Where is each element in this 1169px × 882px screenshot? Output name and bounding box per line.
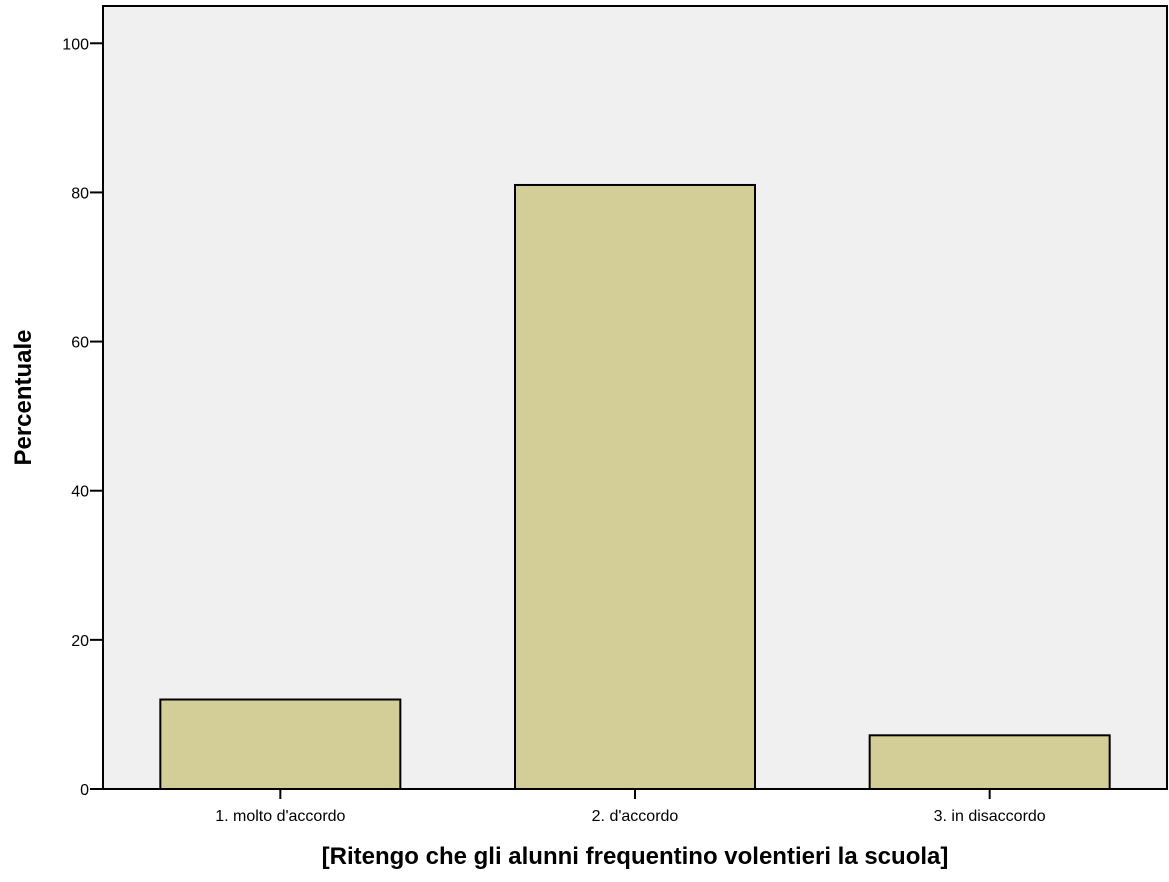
x-tick-label: 3. in disaccordo — [934, 808, 1046, 825]
y-tick-label: 80 — [71, 185, 89, 202]
x-axis: 1. molto d'accordo 2. d'accordo 3. in disa… — [215, 789, 1046, 825]
x-tick-label: 1. molto d'accordo — [215, 808, 345, 825]
y-tick-label: 20 — [71, 633, 89, 650]
y-axis-title: Percentuale — [10, 329, 37, 465]
bar-1 — [159, 698, 402, 790]
y-tick-label: 0 — [80, 782, 89, 799]
bars-group — [159, 183, 1111, 791]
y-tick-label: 100 — [62, 36, 89, 53]
bar-3 — [868, 734, 1111, 791]
y-tick-label: 60 — [71, 335, 89, 352]
y-tick-label: 40 — [71, 484, 89, 501]
y-axis: 0 20 40 60 80 100 — [62, 36, 103, 799]
x-axis-title: [Ritengo che gli alunni frequentino vole… — [322, 843, 949, 870]
bar-2 — [514, 183, 756, 790]
x-tick-label: 2. d'accordo — [592, 808, 679, 825]
